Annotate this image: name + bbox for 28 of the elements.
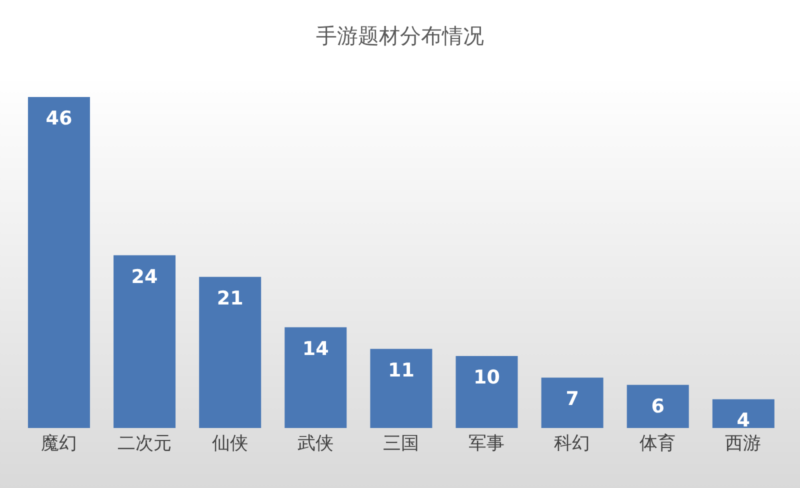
x-tick-label: 魔幻: [40, 432, 77, 454]
x-tick-label: 科幻: [554, 432, 590, 454]
bar: [370, 348, 432, 428]
x-tick-label: 西游: [725, 432, 762, 454]
bar: [28, 97, 90, 428]
chart-title: 手游题材分布情况: [315, 23, 485, 50]
data-label: 4: [736, 410, 750, 432]
data-label: 6: [651, 395, 664, 418]
x-tick-label: 体育: [640, 432, 676, 454]
data-label: 7: [566, 388, 579, 410]
x-tick-label: 军事: [468, 432, 505, 454]
x-tick-label: 三国: [383, 432, 419, 454]
bar: [114, 255, 176, 428]
data-label: 46: [46, 107, 72, 130]
bar: [626, 384, 689, 428]
x-tick-label: 二次元: [117, 432, 172, 454]
data-label: 10: [474, 366, 500, 389]
data-label: 11: [388, 359, 414, 382]
bar: [541, 378, 604, 428]
data-label: 14: [302, 338, 329, 360]
bar: [712, 399, 774, 428]
bar: [199, 276, 262, 428]
bar: [284, 327, 347, 428]
x-tick-label: 武侠: [297, 432, 334, 454]
data-label: 24: [131, 266, 158, 288]
x-tick-label: 仙侠: [212, 432, 248, 454]
data-label: 21: [216, 287, 244, 310]
bar: [456, 356, 518, 428]
